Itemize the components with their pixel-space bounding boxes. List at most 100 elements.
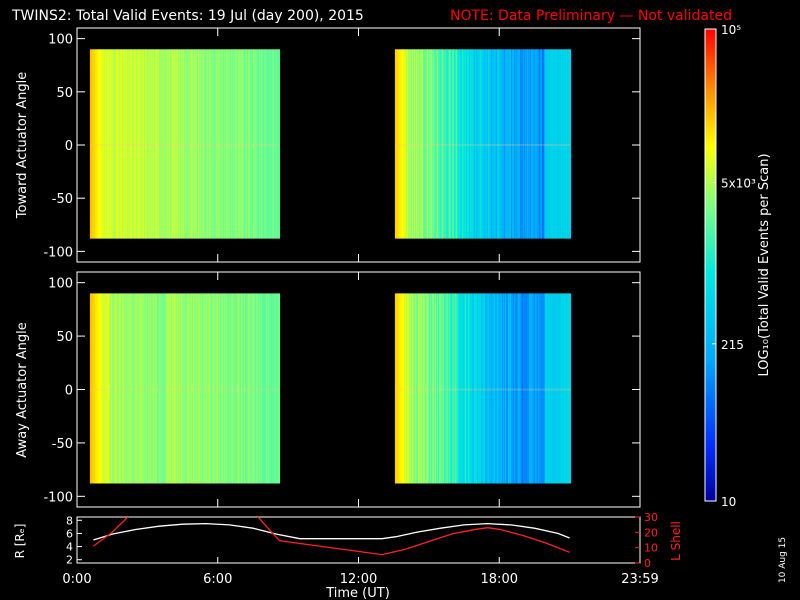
r-tick-label: 4 [66, 541, 73, 554]
heatmap-column [109, 293, 112, 484]
heatmap-column [189, 293, 192, 484]
heatmap-column [143, 293, 146, 484]
heatmap-column [559, 49, 562, 239]
heatmap-column [471, 293, 474, 484]
heatmap-column [476, 49, 479, 239]
heatmap-column [210, 293, 213, 484]
heatmap-column [475, 49, 478, 239]
r-tick-label: 6 [66, 527, 73, 540]
heatmap-column [540, 293, 543, 484]
heatmap-column [261, 49, 264, 239]
heatmap-column [106, 293, 109, 484]
preliminary-note: NOTE: Data Preliminary — Not validated [450, 8, 732, 24]
heatmap-column [498, 293, 501, 484]
heatmap-column [496, 293, 499, 484]
heatmap-column [174, 293, 177, 484]
heatmap-column [159, 293, 162, 484]
heatmap-column [567, 49, 570, 239]
heatmap-column [459, 49, 462, 239]
heatmap-column [95, 293, 98, 484]
heatmap-column [503, 49, 506, 239]
heatmap-column [431, 293, 434, 484]
heatmap-column [165, 49, 168, 239]
heatmap-column [427, 49, 430, 239]
heatmap-column [240, 49, 243, 239]
heatmap-column [466, 49, 469, 239]
heatmap-column [430, 293, 433, 484]
heatmap-column [424, 49, 427, 239]
heatmap-column [119, 49, 122, 239]
heatmap-column [402, 293, 405, 484]
heatmap-column [149, 293, 152, 484]
heatmap-column [398, 293, 401, 484]
heatmap-column [105, 49, 108, 239]
heatmap-column [268, 293, 271, 484]
heatmap-column [408, 49, 411, 239]
heatmap-column [196, 49, 199, 239]
heatmap-column [164, 293, 167, 484]
heatmap-column [124, 49, 127, 239]
heatmap-column [442, 293, 445, 484]
heatmap-column [456, 293, 459, 484]
heatmap-column [487, 293, 490, 484]
heatmap-column [507, 293, 510, 484]
heatmap-column [440, 293, 443, 484]
heatmap-column [515, 293, 518, 484]
x-tick-label: 18:00 [481, 572, 518, 587]
heatmap-column [529, 49, 532, 239]
heatmap-column [233, 49, 236, 239]
heatmap-column [554, 293, 557, 484]
heatmap-column [159, 49, 162, 239]
heatmap-column [112, 293, 115, 484]
heatmap-column [412, 293, 415, 484]
heatmap-column [243, 49, 246, 239]
heatmap-column [534, 49, 537, 239]
heatmap-column [457, 293, 460, 484]
heatmap-column [472, 49, 475, 239]
heatmap-column [569, 49, 572, 239]
heatmap-column [261, 293, 264, 484]
heatmap-column [493, 49, 496, 239]
heatmap-column [503, 293, 506, 484]
heatmap-column [491, 49, 494, 239]
heatmap-column [474, 293, 477, 484]
heatmap-column [401, 293, 404, 484]
heatmap-column [451, 49, 454, 239]
heatmap-column [448, 49, 451, 239]
heatmap-column [214, 49, 217, 239]
heatmap-column [107, 49, 110, 239]
heatmap-column [469, 49, 472, 239]
heatmap-column [527, 49, 530, 239]
heatmap-column [146, 49, 149, 239]
heatmap-column [269, 293, 272, 484]
heatmap-column [435, 49, 438, 239]
heatmap-column [556, 293, 559, 484]
heatmap-column [99, 49, 102, 239]
heatmap-column [523, 49, 526, 239]
heatmap-column [497, 293, 500, 484]
heatmap-column [232, 49, 235, 239]
heatmap-column [484, 293, 487, 484]
heatmap-column [470, 49, 473, 239]
heatmap-column [116, 293, 119, 484]
heatmap-column [236, 49, 239, 239]
heatmap-column [168, 293, 171, 484]
heatmap-column [545, 293, 548, 484]
heatmap-column [538, 293, 541, 484]
heatmap-column [140, 49, 143, 239]
heatmap-column [205, 49, 208, 239]
heatmap-column [145, 49, 148, 239]
heatmap-column [114, 293, 117, 484]
heatmap-column [197, 49, 200, 239]
heatmap-column [493, 293, 496, 484]
heatmap-column [173, 49, 176, 239]
heatmap-column [204, 49, 207, 239]
heatmap-column [479, 49, 482, 239]
heatmap-column [395, 293, 398, 484]
heatmap-column [497, 49, 500, 239]
heatmap-column [471, 49, 474, 239]
heatmap-column [504, 293, 507, 484]
heatmap-column [502, 293, 505, 484]
heatmap-column [428, 49, 431, 239]
heatmap-column [186, 293, 189, 484]
